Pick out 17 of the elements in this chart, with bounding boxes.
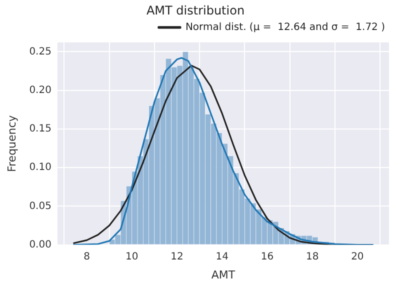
x-tick-label: 12 bbox=[170, 251, 184, 262]
x-tick-label: 16 bbox=[260, 251, 274, 262]
y-tick-label: 0.20 bbox=[29, 84, 52, 96]
y-tick-label: 0.15 bbox=[29, 124, 52, 135]
x-tick-label: 14 bbox=[216, 251, 228, 262]
chart-title: AMT distribution bbox=[146, 3, 245, 18]
x-axis-title: AMT bbox=[211, 268, 236, 282]
y-tick-label: 0.25 bbox=[29, 46, 52, 58]
x-tick-label: 18 bbox=[306, 251, 319, 262]
x-tick-label: 8 bbox=[84, 251, 90, 262]
y-tick-label: 0.05 bbox=[29, 200, 52, 212]
y-tick-label: 0.10 bbox=[29, 162, 52, 174]
y-axis-title: Frequency bbox=[5, 114, 18, 172]
legend-label: Normal dist. (μ = 12.64 and σ = 1.72 ) bbox=[185, 22, 386, 33]
x-tick-label: 10 bbox=[126, 251, 138, 262]
x-tick-label: 20 bbox=[351, 251, 364, 262]
y-tick-label: 0.00 bbox=[29, 239, 52, 250]
